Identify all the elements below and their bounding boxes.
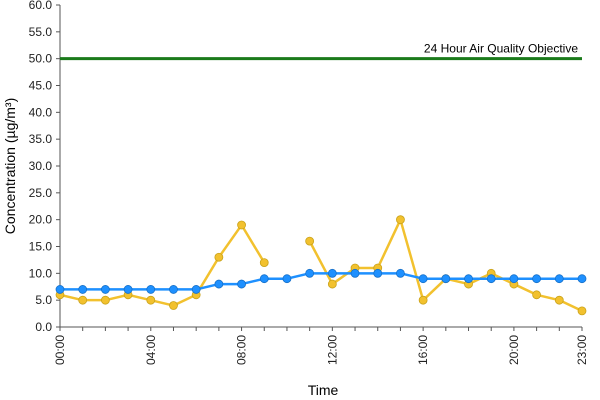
data-point: [305, 268, 315, 278]
series-line: [59, 223, 266, 307]
y-tick-label: 35.0: [29, 132, 53, 146]
y-tick-label: 45.0: [29, 79, 53, 93]
x-tick-label: 23:00: [575, 335, 589, 365]
data-point: [100, 285, 110, 294]
data-point: [396, 268, 405, 278]
x-tick-label: 12:00: [325, 335, 339, 365]
data-point: [554, 295, 564, 305]
y-tick-label: 25.0: [29, 186, 53, 200]
data-point: [78, 285, 88, 294]
series-0: [55, 215, 587, 316]
data-point: [305, 236, 315, 246]
y-tick-label: 60.0: [29, 0, 53, 12]
data-point: [441, 274, 451, 284]
x-tick-label: 08:00: [235, 335, 249, 365]
series-line: [60, 272, 582, 291]
data-point: [214, 279, 224, 289]
data-point: [146, 295, 156, 305]
data-point: [486, 274, 496, 284]
data-point: [577, 274, 587, 284]
y-tick-label: 55.0: [29, 25, 53, 39]
data-point: [169, 301, 178, 310]
data-point: [464, 274, 473, 284]
data-point: [532, 290, 542, 300]
data-point: [396, 215, 405, 225]
data-point: [237, 279, 246, 289]
data-point: [373, 268, 383, 278]
data-point: [577, 306, 587, 316]
data-point: [418, 274, 428, 284]
data-point: [191, 285, 201, 294]
data-point: [509, 274, 519, 284]
data-point: [350, 268, 360, 278]
x-axis-title: Time: [308, 382, 339, 398]
data-point: [259, 274, 269, 284]
x-tick-label: 04:00: [144, 335, 158, 365]
x-tick-label: 16:00: [416, 335, 430, 365]
data-point: [327, 279, 337, 289]
y-axis-title: Concentration (µg/m³): [2, 98, 18, 234]
data-point: [282, 274, 292, 284]
data-point: [100, 295, 110, 305]
data-point: [259, 258, 269, 268]
data-point: [169, 285, 178, 294]
axes: 0.0 5.0 10.0 15.0 20.0 25.0 30.0 35.0 40.0 45.0 50…: [29, 0, 589, 365]
y-tick-label: 50.0: [29, 52, 53, 66]
y-tick-label: 0.0: [35, 320, 52, 334]
data-point: [78, 295, 88, 305]
data-point: [327, 268, 337, 278]
series-line: [308, 218, 583, 313]
series-group: [55, 215, 587, 316]
data-point: [146, 285, 156, 294]
y-tick-label: 10.0: [29, 266, 53, 280]
data-point: [554, 274, 564, 284]
x-tick-label: 00:00: [53, 335, 67, 365]
data-point: [123, 285, 133, 294]
y-tick-label: 40.0: [29, 105, 53, 119]
x-tick-label: 20:00: [507, 335, 521, 365]
reference-line-group: 24 Hour Air Quality Objective: [60, 42, 582, 61]
y-tick-label: 20.0: [29, 213, 53, 227]
y-tick-label: 5.0: [35, 293, 52, 307]
data-point: [418, 295, 428, 305]
data-point: [214, 252, 224, 262]
data-point: [55, 285, 65, 294]
data-point: [237, 220, 246, 230]
data-point: [532, 274, 542, 284]
y-tick-label: 15.0: [29, 240, 53, 254]
series-1: [55, 268, 587, 294]
y-tick-label: 30.0: [29, 159, 53, 173]
reference-line-label: 24 Hour Air Quality Objective: [424, 42, 578, 56]
